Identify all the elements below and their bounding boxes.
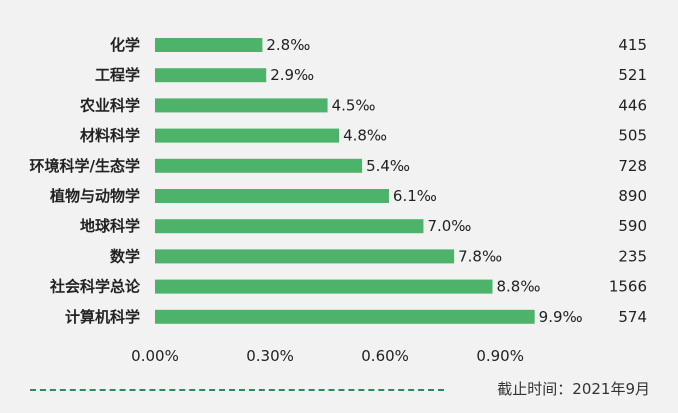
count-labels: 415 521 446 505 728 890 590 235 1566 574 [609,36,647,326]
value-label: 5.4‰ [366,157,410,175]
count-label: 728 [618,157,647,175]
category-label: 农业科学 [79,96,140,114]
category-label: 环境科学/生态学 [30,157,140,175]
value-label: 2.8‰ [266,36,310,54]
bar [155,38,263,52]
count-label: 446 [618,96,647,114]
category-label: 植物与动物学 [50,187,140,205]
count-label: 235 [618,247,647,265]
category-label: 工程学 [95,66,140,84]
value-label: 6.1‰ [393,187,437,205]
x-tick-label: 0.60% [361,347,409,365]
value-label: 9.9‰ [539,308,583,326]
category-label: 材料科学 [80,127,140,145]
bar [155,279,493,294]
bar [155,249,455,264]
bars [155,38,535,324]
bar [155,158,363,173]
count-label: 590 [618,217,647,235]
x-tick-label: 0.00% [131,347,179,365]
category-label: 社会科学总论 [49,278,141,296]
value-label: 4.8‰ [343,127,387,145]
bar [155,189,389,203]
category-labels: 化学工程学农业科学材料科学环境科学/生态学植物与动物学地球科学数学社会科学总论计… [30,36,141,326]
category-label: 计算机科学 [65,308,140,326]
value-label: 7.0‰ [427,217,471,235]
bar [155,219,424,234]
bar [155,309,535,324]
value-label: 8.8‰ [496,278,540,296]
value-labels: 2.8‰ 2.9‰ 4.5‰ 4.8‰ 5.4‰ 6.1‰ 7.0‰ 7.8‰ 8.8‰ 9.9‰ [266,36,582,326]
value-label: 7.8‰ [458,247,502,265]
category-label: 地球科学 [80,217,140,235]
count-label: 415 [618,36,647,54]
count-label: 1566 [609,278,647,296]
bar [155,98,328,113]
category-label: 数学 [110,247,140,265]
x-axis-ticks: 0.00% 0.30% 0.60% 0.90% [131,347,524,365]
x-tick-label: 0.30% [246,347,294,365]
value-label: 4.5‰ [332,96,376,114]
category-label: 化学 [110,36,140,54]
count-label: 574 [618,308,647,326]
count-label: 890 [618,187,647,205]
bar [155,68,267,83]
count-label: 521 [618,66,647,84]
x-tick-label: 0.90% [476,347,524,365]
bar [155,128,340,143]
count-label: 505 [618,127,647,145]
value-label: 2.9‰ [270,66,314,84]
